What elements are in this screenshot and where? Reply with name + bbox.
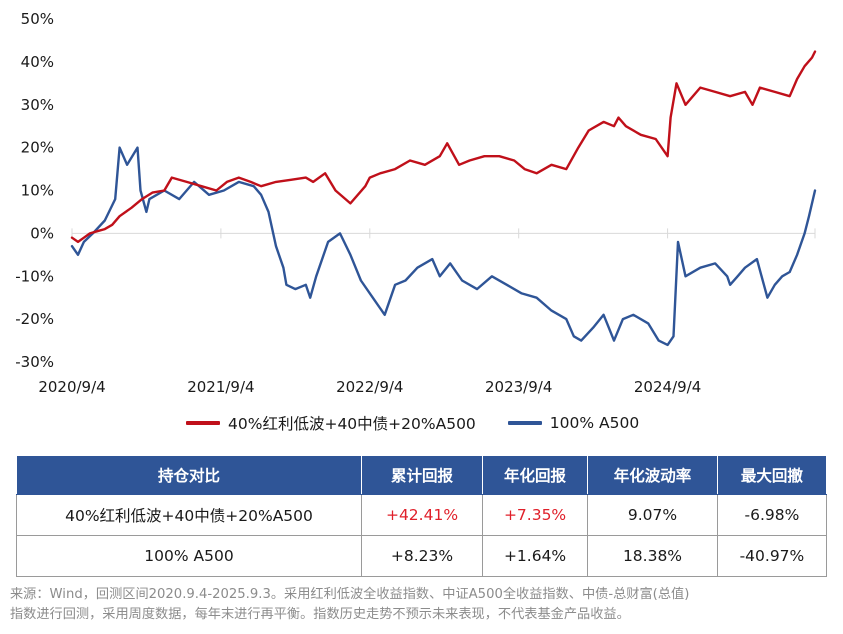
row-name: 100% A500: [16, 535, 362, 577]
legend-label-series-a: 40%红利低波+40中债+20%A500: [228, 415, 476, 433]
annualized-return-cell: +7.35%: [481, 494, 589, 536]
cumulative-return-cell: +8.23%: [361, 535, 483, 577]
chart-axes: -30% -20% -10% 0% 10% 20% 30% 40% 50% 2020/9/4 202…: [15, 10, 701, 396]
y-tick-label: 50%: [21, 10, 54, 28]
header-annualized-volatility: 年化波动率: [587, 455, 718, 495]
footnote-line-2: 指数进行回测，采用周度数据，每年末进行再平衡。指数历史走势不预示未来表现，不代表…: [10, 607, 630, 622]
max-drawdown-cell: -6.98%: [716, 494, 828, 536]
annualized-volatility-cell: 18.38%: [587, 535, 718, 577]
x-tick-label: 2022/9/4: [336, 378, 403, 396]
x-tick-label: 2021/9/4: [187, 378, 254, 396]
y-tick-label: 10%: [21, 182, 54, 200]
x-tick-label: 2023/9/4: [485, 378, 552, 396]
annualized-return-cell: +1.64%: [481, 535, 589, 577]
chart-series: [70, 50, 817, 347]
series-line-a500: [70, 146, 817, 347]
y-tick-label: 0%: [30, 224, 54, 242]
y-tick-label: 40%: [21, 53, 54, 71]
series-line-portfolio: [70, 50, 817, 244]
header-holding: 持仓对比: [16, 455, 362, 495]
legend-item-series-a: 40%红利低波+40中债+20%A500: [186, 412, 476, 434]
y-tick-label: -30%: [15, 353, 54, 371]
table-row: 40%红利低波+40中债+20%A500 +42.41% +7.35% 9.07…: [16, 494, 828, 536]
y-tick-label: -20%: [15, 310, 54, 328]
performance-table: 持仓对比 累计回报 年化回报 年化波动率 最大回撤 40%红利低波+40中债+2…: [16, 455, 828, 577]
legend-swatch-series-b: [507, 421, 542, 425]
x-tick-label: 2024/9/4: [634, 378, 701, 396]
legend-label-series-b: 100% A500: [549, 414, 640, 432]
table-row: 100% A500 +8.23% +1.64% 18.38% -40.97%: [16, 535, 828, 577]
legend-swatch-series-a: [186, 421, 220, 425]
legend-item-series-b: 100% A500: [507, 414, 640, 432]
header-annualized-return: 年化回报: [481, 455, 589, 495]
y-tick-label: -10%: [15, 267, 54, 285]
cumulative-return-cell: +42.41%: [361, 494, 483, 536]
x-tick-label: 2020/9/4: [38, 378, 105, 396]
header-cumulative-return: 累计回报: [361, 455, 483, 495]
annualized-volatility-cell: 9.07%: [587, 494, 718, 536]
max-drawdown-cell: -40.97%: [716, 535, 828, 577]
chart-grid: [71, 228, 816, 239]
row-name: 40%红利低波+40中债+20%A500: [16, 494, 362, 536]
y-tick-label: 30%: [21, 96, 54, 114]
chart-legend: 40%红利低波+40中债+20%A500 100% A500: [186, 412, 639, 434]
y-tick-label: 20%: [21, 139, 54, 157]
table-header-row: 持仓对比 累计回报 年化回报 年化波动率 最大回撤: [16, 455, 828, 495]
header-max-drawdown: 最大回撤: [716, 455, 828, 495]
source-footnote: 来源：Wind，回测区间2020.9.4-2025.9.3。采用红利低波全收益指…: [10, 585, 835, 625]
footnote-line-1: 来源：Wind，回测区间2020.9.4-2025.9.3。采用红利低波全收益指…: [10, 587, 690, 602]
line-chart: -30% -20% -10% 0% 10% 20% 30% 40% 50% 2020/9/4 202…: [15, 10, 817, 396]
